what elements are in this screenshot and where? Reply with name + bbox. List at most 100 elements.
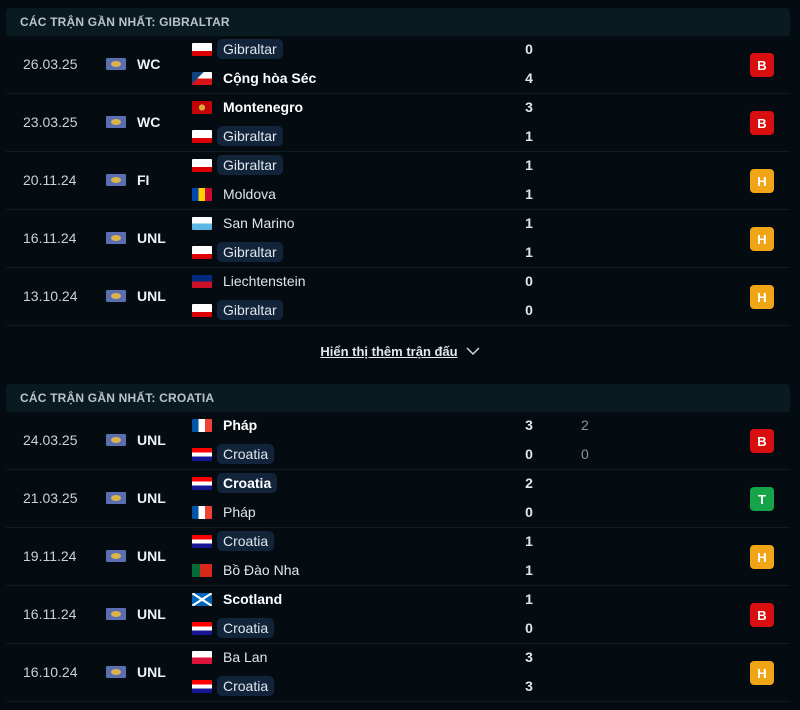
competition-icon (106, 116, 126, 128)
team-name: Liechtenstein (223, 273, 306, 289)
cze-flag-icon (192, 71, 212, 85)
competition: UNL (137, 432, 166, 448)
home-team[interactable]: Ba Lan (192, 646, 273, 668)
lie-flag-icon (192, 274, 212, 288)
match-row[interactable]: 16.11.24 UNL San Marino Gibraltar 1 1 H (6, 210, 790, 268)
away-score: 1 (525, 562, 533, 578)
section-title: CÁC TRẬN GẦN NHẤT: CROATIA (6, 384, 790, 412)
match-row[interactable]: 19.11.24 UNL Croatia Bồ Đào Nha 1 1 H (6, 528, 790, 586)
match-row[interactable]: 23.03.25 WC Montenegro Gibraltar 3 1 B (6, 94, 790, 152)
team-name: Scotland (223, 591, 283, 607)
team-name: Gibraltar (217, 39, 283, 59)
section-title: CÁC TRẬN GẦN NHẤT: GIBRALTAR (6, 8, 790, 36)
team-name: Pháp (223, 417, 258, 433)
show-more-button[interactable]: Hiển thị thêm trận đấu (0, 326, 800, 376)
home-score: 0 (525, 273, 533, 289)
home-team[interactable]: Pháp (192, 414, 263, 436)
away-team[interactable]: Croatia (192, 675, 275, 697)
competition-icon (106, 434, 126, 446)
result-badge: B (750, 603, 774, 627)
competition-icon (106, 666, 126, 678)
competition-icon (106, 492, 126, 504)
match-row[interactable]: 24.03.25 UNL Pháp Croatia 3 0 2 0 B (6, 412, 790, 470)
away-score: 0 (525, 446, 533, 462)
gib-flag-icon (192, 303, 212, 317)
result-badge: B (750, 53, 774, 77)
home-team[interactable]: Liechtenstein (192, 270, 312, 292)
team-name: San Marino (223, 215, 295, 231)
home-team[interactable]: Croatia (192, 472, 278, 494)
mne-flag-icon (192, 100, 212, 114)
team-name: Croatia (217, 618, 275, 638)
fra-flag-icon (192, 418, 212, 432)
team-name: Bồ Đào Nha (223, 562, 300, 578)
competition-icon (106, 290, 126, 302)
show-more-label: Hiển thị thêm trận đấu (320, 343, 458, 359)
cro-flag-icon (192, 621, 212, 635)
match-date: 23.03.25 (23, 114, 78, 130)
away-score: 0 (525, 302, 533, 318)
match-row[interactable]: 16.11.24 UNL Scotland Croatia 1 0 B (6, 586, 790, 644)
section-gibraltar: CÁC TRẬN GẦN NHẤT: GIBRALTAR 26.03.25 WC… (0, 8, 800, 326)
match-date: 26.03.25 (23, 56, 78, 72)
match-date: 19.11.24 (23, 548, 77, 564)
competition-icon (106, 232, 126, 244)
gib-flag-icon (192, 42, 212, 56)
match-row[interactable]: 21.03.25 UNL Croatia Pháp 2 0 T (6, 470, 790, 528)
home-team[interactable]: Gibraltar (192, 38, 283, 60)
away-penalty: 0 (581, 446, 589, 462)
away-team[interactable]: Gibraltar (192, 125, 283, 147)
match-row[interactable]: 20.11.24 FI Gibraltar Moldova 1 1 H (6, 152, 790, 210)
away-team[interactable]: Cộng hòa Séc (192, 67, 322, 89)
home-score: 3 (525, 99, 533, 115)
team-name: Pháp (223, 504, 256, 520)
home-team[interactable]: Gibraltar (192, 154, 283, 176)
team-name: Croatia (217, 473, 278, 493)
fra-flag-icon (192, 505, 212, 519)
away-team[interactable]: Gibraltar (192, 299, 283, 321)
cro-flag-icon (192, 447, 212, 461)
team-name: Croatia (217, 676, 275, 696)
match-date: 16.11.24 (23, 606, 77, 622)
team-name: Gibraltar (217, 242, 283, 262)
team-name: Gibraltar (217, 155, 283, 175)
away-team[interactable]: Pháp (192, 501, 262, 523)
home-team[interactable]: Montenegro (192, 96, 309, 118)
cro-flag-icon (192, 679, 212, 693)
competition: UNL (137, 664, 166, 680)
match-row[interactable]: 16.10.24 UNL Ba Lan Croatia 3 3 H (6, 644, 790, 702)
match-date: 24.03.25 (23, 432, 78, 448)
home-score: 3 (525, 417, 533, 433)
competition-icon (106, 174, 126, 186)
away-team[interactable]: Gibraltar (192, 241, 283, 263)
away-score: 4 (525, 70, 533, 86)
result-badge: H (750, 227, 774, 251)
home-score: 2 (525, 475, 533, 491)
away-team[interactable]: Bồ Đào Nha (192, 559, 305, 581)
away-score: 1 (525, 186, 533, 202)
home-team[interactable]: Croatia (192, 530, 275, 552)
section-croatia: CÁC TRẬN GẦN NHẤT: CROATIA 24.03.25 UNL … (0, 384, 800, 702)
match-row[interactable]: 26.03.25 WC Gibraltar Cộng hòa Séc 0 4 B (6, 36, 790, 94)
away-score: 1 (525, 244, 533, 260)
competition: WC (137, 56, 161, 72)
home-team[interactable]: Scotland (192, 588, 288, 610)
away-team[interactable]: Moldova (192, 183, 282, 205)
result-badge: H (750, 285, 774, 309)
result-badge: H (750, 545, 774, 569)
por-flag-icon (192, 563, 212, 577)
home-score: 1 (525, 215, 533, 231)
sco-flag-icon (192, 592, 212, 606)
home-score: 1 (525, 533, 533, 549)
match-date: 20.11.24 (23, 172, 77, 188)
match-row[interactable]: 13.10.24 UNL Liechtenstein Gibraltar 0 0… (6, 268, 790, 326)
mda-flag-icon (192, 187, 212, 201)
match-list: 24.03.25 UNL Pháp Croatia 3 0 2 0 B 21.03.… (0, 412, 800, 702)
pol-flag-icon (192, 650, 212, 664)
match-date: 16.11.24 (23, 230, 77, 246)
home-team[interactable]: San Marino (192, 212, 301, 234)
away-team[interactable]: Croatia (192, 443, 275, 465)
team-name: Montenegro (223, 99, 304, 115)
chevron-down-icon (466, 347, 480, 356)
away-team[interactable]: Croatia (192, 617, 275, 639)
